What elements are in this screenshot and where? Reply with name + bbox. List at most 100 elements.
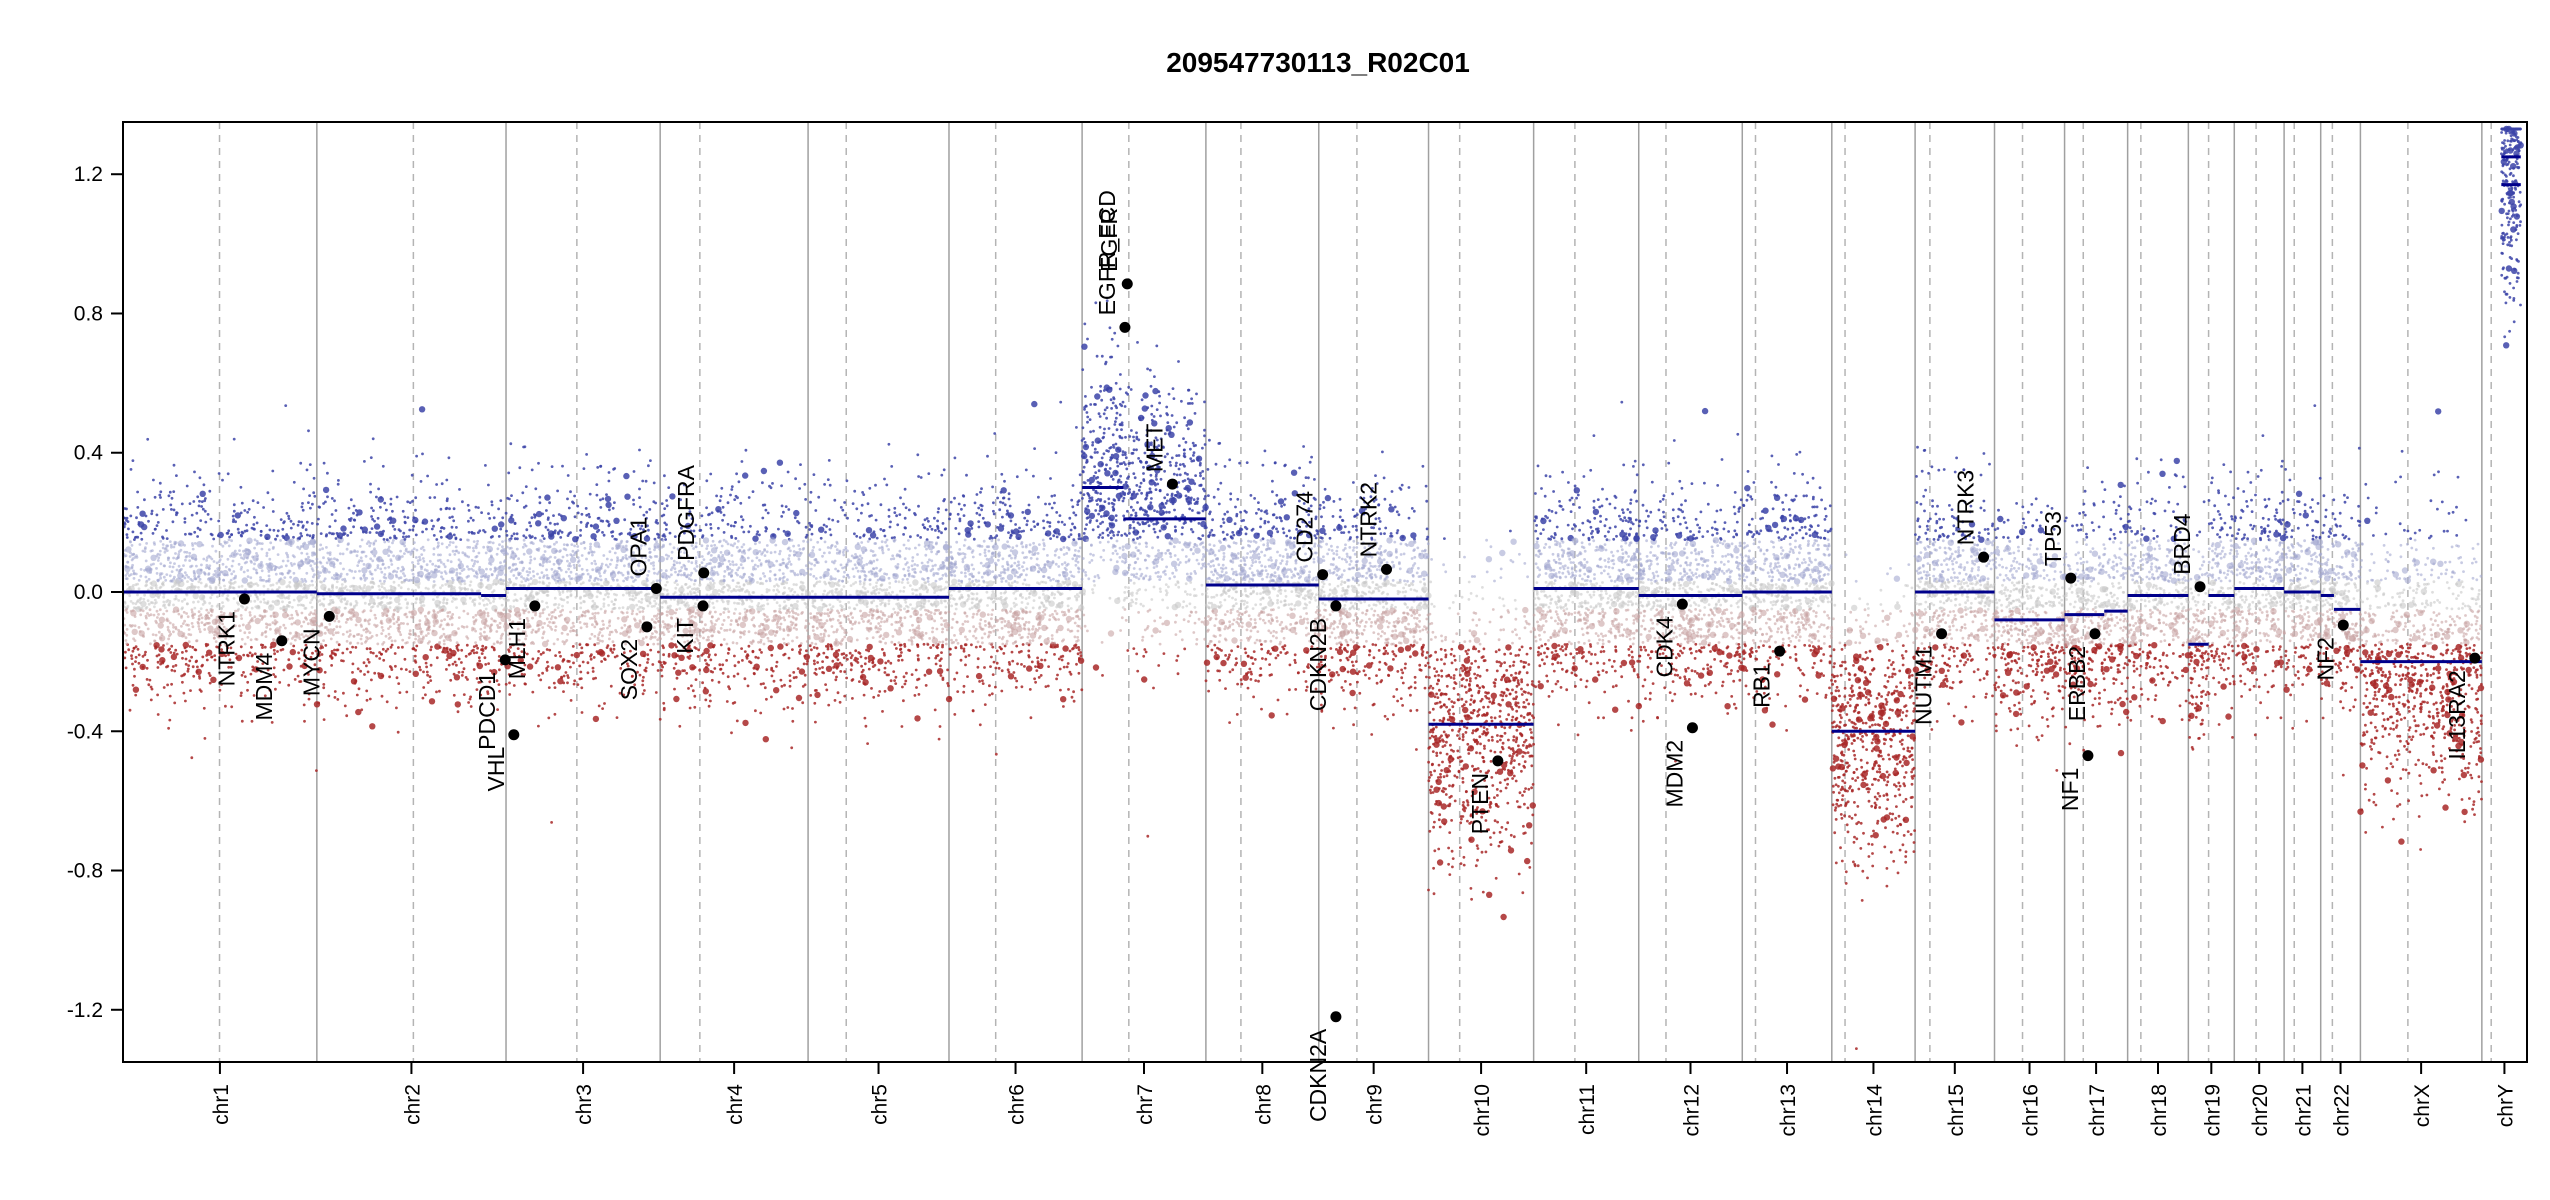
probe-point [210,604,214,608]
probe-point [397,646,400,649]
probe-point [764,508,768,512]
probe-point [414,623,421,630]
probe-point [414,508,417,512]
probe-point [199,607,203,611]
probe-point [599,574,602,578]
probe-point [652,642,656,646]
probe-point [486,611,490,615]
probe-point [239,645,243,649]
probe-point [722,575,726,578]
probe-point [124,574,128,577]
probe-point [402,622,405,625]
probe-point [548,501,551,505]
probe-point [778,568,782,572]
probe-point [662,701,666,705]
probe-point [201,663,204,667]
probe-point [421,557,425,560]
probe-point [770,674,774,678]
probe-point [463,582,467,586]
probe-point [324,644,328,647]
probe-point [240,691,243,695]
probe-point [229,665,233,669]
probe-point [509,570,513,573]
probe-point [597,528,601,532]
probe-point [476,589,479,593]
probe-point [309,601,312,604]
probe-point [399,633,403,637]
probe-point [291,605,294,609]
probe-point [290,622,294,626]
probe-point [389,584,393,588]
probe-point [747,548,751,552]
probe-point [729,493,732,497]
probe-point [199,568,203,572]
probe-point [343,704,347,708]
probe-point [289,631,292,635]
probe-point [733,654,736,658]
probe-point [678,607,682,610]
probe-point [132,606,136,610]
probe-point [163,564,167,568]
probe-point [433,496,437,499]
probe-point [559,549,562,552]
probe-point [787,642,790,645]
probe-point [265,626,269,629]
probe-point [130,565,134,569]
probe-point [240,584,244,588]
probe-point [296,538,300,542]
probe-point [732,612,736,615]
probe-point [590,562,594,565]
probe-point [545,509,548,512]
probe-point [641,579,648,587]
probe-point [601,497,605,501]
probe-point [599,498,602,502]
probe-point [303,719,306,723]
probe-point [325,561,329,565]
probe-point [721,671,725,675]
probe-point [144,614,148,618]
probe-point [656,607,660,610]
probe-point [715,619,718,622]
probe-point [508,681,511,685]
probe-point [559,568,563,572]
probe-point [464,654,468,658]
probe-point [249,576,253,580]
probe-point [478,602,481,606]
probe-point [272,528,276,532]
probe-point [597,568,600,572]
probe-point [250,606,254,610]
probe-point [253,538,257,542]
probe-point [245,523,249,527]
probe-point [572,606,576,610]
probe-point [133,674,136,678]
probe-point [545,568,548,572]
probe-point [418,665,421,669]
probe-point [133,667,136,671]
probe-point [719,551,723,554]
probe-point [646,661,649,664]
probe-point [568,582,572,586]
probe-point [217,583,221,587]
probe-point [148,608,152,612]
probe-point [653,548,656,552]
probe-point [304,528,308,532]
probe-point [583,614,587,618]
probe-point [194,648,198,652]
probe-point [430,519,434,522]
probe-point [725,642,729,646]
probe-point [705,479,709,483]
probe-point [611,534,614,538]
probe-point [710,533,714,537]
probe-point [553,608,557,612]
probe-point [588,515,591,519]
probe-point [653,555,657,558]
probe-point [726,602,730,606]
probe-point [538,495,542,499]
probe-point [170,508,173,511]
probe-point [246,537,253,544]
probe-point [560,530,564,534]
probe-point [149,581,153,585]
probe-point [645,592,649,596]
probe-point [188,659,192,663]
probe-point [424,634,428,637]
